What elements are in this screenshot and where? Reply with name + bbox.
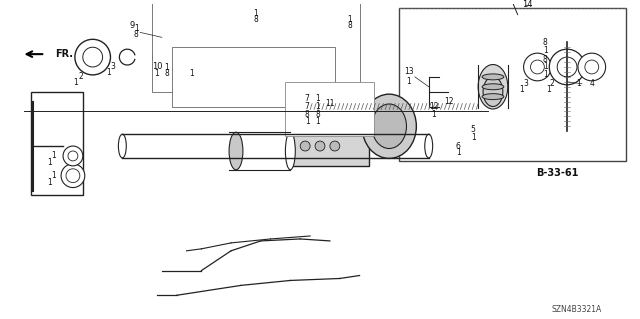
Circle shape: [315, 141, 325, 151]
Text: 1: 1: [577, 79, 581, 88]
Text: 1: 1: [74, 78, 78, 87]
Text: 14: 14: [522, 0, 532, 9]
Text: 1: 1: [154, 70, 159, 78]
Text: 1: 1: [189, 70, 194, 78]
Text: 1: 1: [316, 94, 321, 103]
Text: 10: 10: [152, 63, 162, 71]
Text: 3: 3: [110, 63, 115, 71]
Text: 1: 1: [348, 15, 352, 24]
Ellipse shape: [482, 84, 504, 90]
Circle shape: [61, 164, 84, 188]
Circle shape: [83, 47, 102, 67]
Ellipse shape: [372, 104, 406, 149]
Text: 1: 1: [134, 24, 138, 33]
Text: 12: 12: [444, 97, 453, 106]
Text: 1: 1: [543, 70, 548, 79]
Text: SZN4B3321A: SZN4B3321A: [552, 305, 602, 314]
Bar: [152, 3, 360, 92]
Ellipse shape: [153, 46, 171, 68]
Circle shape: [300, 121, 310, 131]
Ellipse shape: [285, 132, 295, 170]
Ellipse shape: [483, 77, 503, 107]
Text: 8: 8: [348, 21, 352, 30]
Circle shape: [549, 49, 585, 85]
Ellipse shape: [482, 74, 504, 80]
Circle shape: [578, 53, 605, 81]
Text: 2: 2: [79, 72, 83, 81]
Ellipse shape: [229, 132, 243, 170]
Text: 8: 8: [134, 30, 138, 39]
Ellipse shape: [362, 94, 417, 159]
Circle shape: [531, 60, 545, 74]
Text: 8: 8: [164, 70, 169, 78]
Circle shape: [330, 121, 340, 131]
Text: 8: 8: [305, 110, 310, 119]
Text: 7: 7: [305, 94, 310, 103]
Ellipse shape: [478, 64, 508, 109]
Text: 1: 1: [546, 85, 550, 94]
Text: 13: 13: [404, 67, 414, 77]
Circle shape: [524, 53, 551, 81]
Ellipse shape: [482, 94, 504, 100]
Text: 1: 1: [316, 102, 321, 111]
Bar: [172, 47, 335, 107]
Text: 8: 8: [543, 55, 548, 63]
Ellipse shape: [187, 51, 196, 63]
Text: 1: 1: [316, 117, 321, 126]
Circle shape: [557, 57, 577, 77]
Text: B-33-61: B-33-61: [536, 168, 579, 178]
Bar: [291, 97, 369, 166]
Text: 1: 1: [305, 117, 310, 126]
Circle shape: [300, 141, 310, 151]
Circle shape: [66, 169, 80, 182]
Text: 5: 5: [471, 125, 476, 134]
Text: 1: 1: [406, 77, 412, 86]
Text: 1: 1: [47, 178, 52, 187]
Text: 8: 8: [316, 110, 321, 119]
Text: 1: 1: [164, 63, 169, 72]
Text: 1: 1: [431, 110, 436, 119]
Text: 4: 4: [589, 79, 594, 88]
Text: 3: 3: [523, 79, 528, 88]
Text: 11: 11: [325, 99, 335, 108]
Bar: [399, 8, 627, 161]
Text: 1: 1: [519, 85, 524, 94]
Circle shape: [585, 60, 598, 74]
Text: 2: 2: [550, 79, 555, 88]
Text: 1: 1: [456, 148, 461, 158]
Text: 12: 12: [429, 102, 438, 111]
Ellipse shape: [157, 51, 167, 63]
Ellipse shape: [182, 46, 200, 68]
Text: 8: 8: [543, 38, 548, 47]
Text: 1: 1: [471, 133, 476, 142]
Text: 1: 1: [106, 68, 111, 78]
Text: 1: 1: [543, 46, 548, 55]
Circle shape: [75, 39, 111, 75]
Text: 1: 1: [47, 158, 52, 167]
Bar: [285, 82, 374, 136]
Circle shape: [330, 141, 340, 151]
Circle shape: [68, 151, 78, 161]
Text: 6: 6: [456, 142, 461, 151]
Text: 7: 7: [305, 102, 310, 111]
Text: 1: 1: [51, 152, 56, 160]
Circle shape: [315, 121, 325, 131]
Text: 1: 1: [543, 63, 548, 71]
Text: 1: 1: [51, 171, 56, 180]
Text: FR.: FR.: [55, 49, 73, 59]
Circle shape: [63, 146, 83, 166]
Text: 1: 1: [253, 9, 258, 18]
Text: 8: 8: [253, 15, 258, 24]
Ellipse shape: [118, 134, 126, 158]
Text: 9: 9: [129, 21, 135, 30]
Ellipse shape: [425, 134, 433, 158]
